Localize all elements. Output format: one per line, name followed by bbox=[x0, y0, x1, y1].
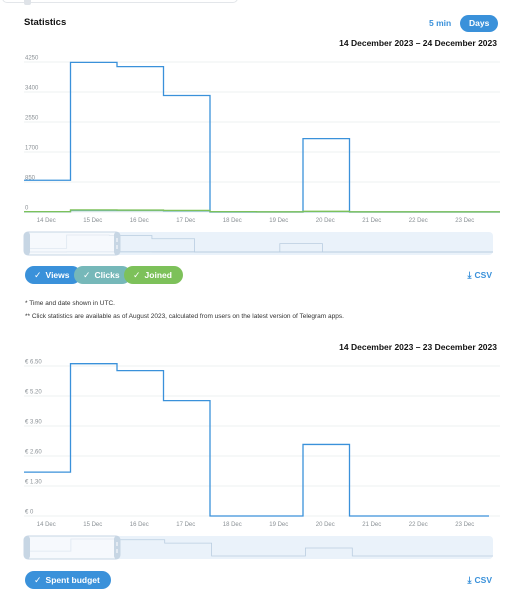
x-tick-label: 22 Dec bbox=[409, 218, 428, 224]
y-tick-label: € 6.50 bbox=[25, 360, 42, 366]
top-checkbox[interactable] bbox=[24, 0, 31, 5]
navigator-window[interactable] bbox=[23, 231, 121, 256]
x-tick-label: 16 Dec bbox=[130, 218, 149, 224]
navigator-track[interactable] bbox=[24, 536, 493, 559]
note-utc: * Time and date shown in UTC. bbox=[25, 300, 115, 307]
csv-label: CSV bbox=[474, 575, 492, 585]
x-tick-label: 21 Dec bbox=[362, 218, 381, 224]
y-tick-label: 850 bbox=[25, 176, 36, 182]
budget-chart: € 0 € 1.30 € 2.60 € 3.90 € 5.20 € 6.50 14 Dec… bbox=[23, 360, 500, 560]
navigator-window[interactable] bbox=[23, 535, 121, 560]
period-5min-button[interactable]: 5 min bbox=[429, 18, 452, 28]
x-tick-label: 16 Dec bbox=[130, 522, 149, 528]
y-tick-label: 0 bbox=[25, 206, 29, 212]
navigator-handle-left[interactable] bbox=[24, 232, 30, 255]
chart2-grid: € 0 € 1.30 € 2.60 € 3.90 € 5.20 € 6.50 bbox=[24, 360, 500, 517]
x-tick-label: 23 Dec bbox=[455, 218, 474, 224]
y-tick-label: € 3.90 bbox=[25, 420, 42, 426]
y-tick-label: € 2.60 bbox=[25, 450, 42, 456]
check-icon: ✓ bbox=[133, 270, 141, 280]
y-tick-label: 1700 bbox=[25, 146, 39, 152]
x-tick-label: 22 Dec bbox=[409, 522, 428, 528]
legend-clicks-label: Clicks bbox=[94, 270, 120, 280]
chart1-grid: 0 850 1700 2550 3400 4250 bbox=[24, 56, 500, 213]
navigator-handle-left[interactable] bbox=[24, 536, 30, 559]
series-line-joined bbox=[24, 209, 500, 213]
y-tick-label: 4250 bbox=[25, 56, 39, 62]
y-tick-label: € 5.20 bbox=[25, 390, 42, 396]
check-icon: ✓ bbox=[83, 270, 91, 280]
x-tick-label: 23 Dec bbox=[455, 522, 474, 528]
x-tick-label: 18 Dec bbox=[223, 522, 242, 528]
top-input-field[interactable] bbox=[2, 0, 238, 3]
x-tick-label: 20 Dec bbox=[316, 522, 335, 528]
csv-download-button[interactable]: ⤓ CSV bbox=[468, 270, 492, 281]
legend-spent-toggle[interactable]: ✓ Spent budget bbox=[25, 571, 111, 589]
x-tick-label: 18 Dec bbox=[223, 218, 242, 224]
csv-download-button[interactable]: ⤓ CSV bbox=[468, 575, 492, 586]
x-tick-label: 15 Dec bbox=[83, 522, 102, 528]
legend-views-label: Views bbox=[45, 270, 70, 280]
x-tick-label: 19 Dec bbox=[269, 522, 288, 528]
statistics-title: Statistics bbox=[24, 17, 67, 28]
y-tick-label: € 1.30 bbox=[25, 480, 42, 486]
x-tick-label: 19 Dec bbox=[269, 218, 288, 224]
legend-spent-label: Spent budget bbox=[45, 575, 100, 585]
navigator-handle-right[interactable] bbox=[114, 536, 120, 559]
statistics-header: Statistics 5 min Days bbox=[24, 14, 499, 34]
x-tick-label: 17 Dec bbox=[176, 218, 195, 224]
chart2-date-range: 14 December 2023 – 23 December 2023 bbox=[339, 342, 497, 352]
chart1-x-ticks: 14 Dec 15 Dec 16 Dec 17 Dec 18 Dec 19 Dec 20 D… bbox=[37, 218, 475, 224]
chart2-navigator[interactable] bbox=[23, 535, 493, 560]
chart2-series bbox=[24, 363, 489, 517]
x-tick-label: 14 Dec bbox=[37, 522, 56, 528]
download-icon: ⤓ bbox=[467, 575, 472, 585]
y-tick-label: 3400 bbox=[25, 86, 39, 92]
navigator-track[interactable] bbox=[24, 232, 493, 255]
x-tick-label: 15 Dec bbox=[83, 218, 102, 224]
period-days-button[interactable]: Days bbox=[460, 15, 499, 32]
navigator-handle-right[interactable] bbox=[114, 232, 120, 255]
csv-label: CSV bbox=[474, 270, 492, 280]
y-tick-label: € 0 bbox=[25, 510, 34, 516]
legend-joined-label: Joined bbox=[144, 270, 172, 280]
check-icon: ✓ bbox=[34, 270, 42, 280]
note-clicks: ** Click statistics are available as of … bbox=[25, 313, 344, 320]
series-line-views bbox=[24, 61, 500, 213]
chart2-x-ticks: 14 Dec 15 Dec 16 Dec 17 Dec 18 Dec 19 Dec 20 D… bbox=[37, 522, 475, 528]
x-tick-label: 17 Dec bbox=[176, 522, 195, 528]
legend-clicks-toggle[interactable]: ✓ Clicks bbox=[74, 266, 131, 284]
y-tick-label: 2550 bbox=[25, 116, 39, 122]
chart1-navigator[interactable] bbox=[23, 231, 493, 256]
chart1-date-range: 14 December 2023 – 24 December 2023 bbox=[339, 38, 497, 48]
x-tick-label: 21 Dec bbox=[362, 522, 381, 528]
check-icon: ✓ bbox=[34, 575, 42, 585]
download-icon: ⤓ bbox=[467, 270, 472, 280]
x-tick-label: 14 Dec bbox=[37, 218, 56, 224]
chart1-series bbox=[24, 61, 500, 213]
legend-views-toggle[interactable]: ✓ Views bbox=[25, 266, 81, 284]
legend-joined-toggle[interactable]: ✓ Joined bbox=[124, 266, 183, 284]
x-tick-label: 20 Dec bbox=[316, 218, 335, 224]
series-line-spent-budget bbox=[24, 363, 489, 517]
